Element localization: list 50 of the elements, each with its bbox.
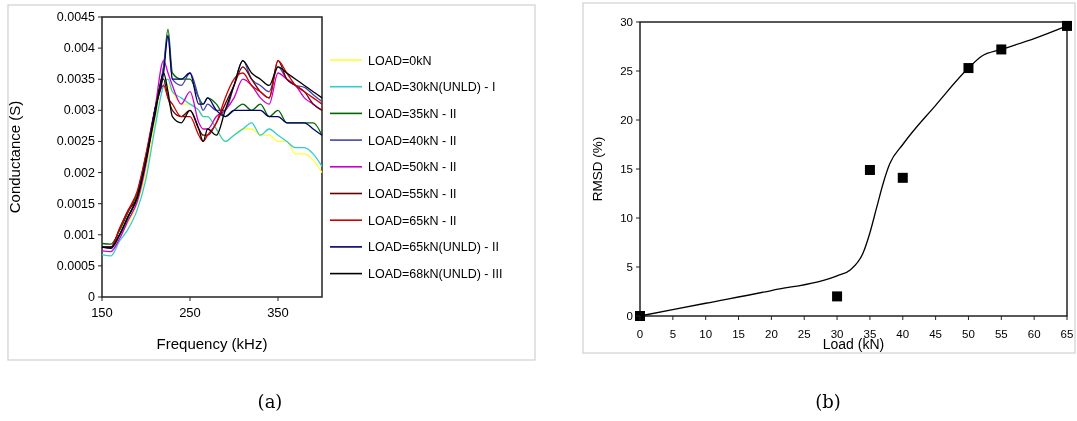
y-axis-title: RMSD (%) bbox=[590, 136, 605, 202]
x-tick-label: 65 bbox=[1060, 328, 1074, 340]
x-tick-label: 40 bbox=[896, 328, 910, 340]
x-tick-label: 0 bbox=[636, 328, 644, 340]
y-tick-label: 0.0035 bbox=[56, 72, 96, 87]
x-tick-label: 50 bbox=[962, 328, 975, 340]
legend-label: LOAD=68kN(UNLD) - III bbox=[368, 267, 503, 282]
y-tick-label: 10 bbox=[620, 212, 633, 224]
legend-label: LOAD=55kN - II bbox=[368, 187, 457, 201]
x-tick-label: 150 bbox=[91, 305, 113, 320]
y-tick-label: 0.0005 bbox=[56, 258, 96, 273]
x-tick-label: 10 bbox=[699, 328, 713, 340]
legend-label: LOAD=65kN(UNLD) - II bbox=[368, 240, 499, 255]
legend-label: LOAD=65kN - II bbox=[368, 213, 457, 228]
x-tick-label: 15 bbox=[732, 328, 745, 340]
y-tick-label: 0.003 bbox=[63, 103, 96, 118]
y-tick-label: 0.0015 bbox=[56, 196, 96, 211]
text: (a) bbox=[257, 391, 283, 412]
y-tick-label: 0.0025 bbox=[56, 134, 96, 149]
y-axis-title: Conductance (S) bbox=[6, 100, 23, 214]
x-tick-label: 55 bbox=[994, 328, 1008, 340]
x-tick-label: 250 bbox=[179, 305, 201, 320]
x-tick-label: 350 bbox=[267, 305, 289, 320]
y-tick-label: 5 bbox=[626, 261, 633, 273]
x-tick-label: 45 bbox=[929, 328, 943, 340]
text: (b) bbox=[815, 391, 841, 412]
x-tick-label: 5 bbox=[669, 328, 677, 340]
legend-label: LOAD=30kN(UNLD) - I bbox=[368, 80, 496, 95]
x-tick-label: 20 bbox=[764, 328, 778, 340]
y-tick-label: 0.004 bbox=[63, 41, 96, 56]
y-tick-label: 0 bbox=[88, 290, 96, 304]
y-tick-label: 25 bbox=[620, 65, 633, 77]
y-tick-label: 0.0045 bbox=[56, 10, 96, 24]
y-tick-label: 20 bbox=[620, 114, 633, 126]
point bbox=[864, 164, 875, 175]
x-tick-label: 60 bbox=[1027, 328, 1041, 340]
y-tick-label: 0.002 bbox=[63, 165, 96, 180]
point bbox=[897, 172, 908, 183]
x-tick-label: 30 bbox=[830, 328, 844, 340]
point bbox=[1062, 20, 1072, 31]
legend-label: LOAD=0kN bbox=[368, 53, 432, 68]
y-tick-label: 0.001 bbox=[63, 227, 96, 242]
x-tick-label: 25 bbox=[797, 328, 811, 340]
y-tick-label: 15 bbox=[620, 163, 633, 175]
legend-label: LOAD=40kN - II bbox=[368, 133, 457, 148]
legend-label: LOAD=35kN - II bbox=[368, 106, 457, 121]
point bbox=[832, 291, 843, 302]
y-tick-label: 30 bbox=[620, 16, 633, 28]
x-axis-title: Frequency (kHz) bbox=[156, 335, 268, 352]
legend-label: LOAD=50kN - II bbox=[368, 160, 457, 175]
